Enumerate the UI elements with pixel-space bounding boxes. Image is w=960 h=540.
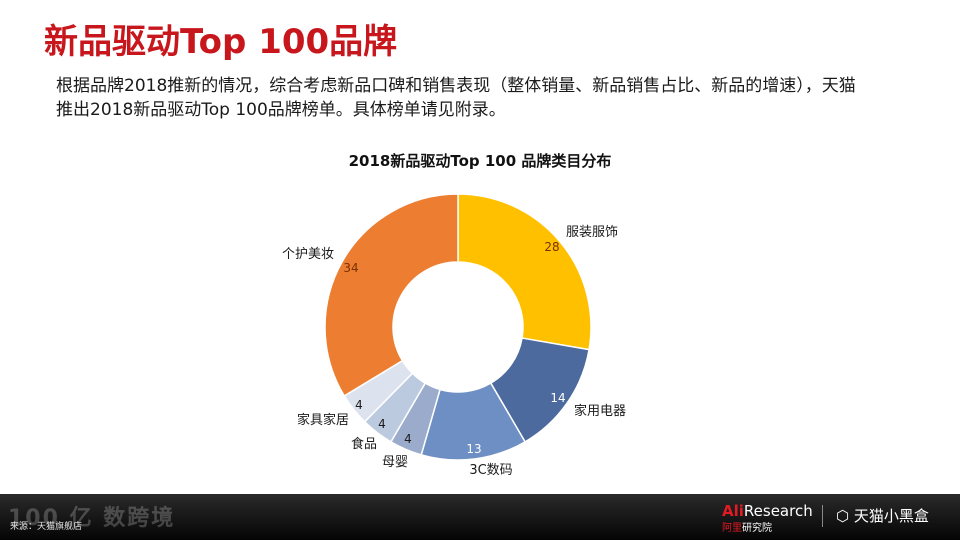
aliresearch-logo-sub: 阿里研究院 [722, 519, 772, 534]
aliresearch-sub-white: 研究院 [742, 523, 772, 534]
slice-category-label: 服装服饰 [566, 225, 618, 240]
aliresearch-logo-prefix: Ali [722, 502, 744, 520]
tmall-logo-text: 天猫小黑盒 [853, 507, 929, 525]
slice-category-label: 母婴 [382, 455, 408, 470]
slice-value-label: 4 [378, 417, 386, 431]
aliresearch-sub-red: 阿里 [722, 523, 742, 534]
logo-divider [822, 505, 823, 527]
slice-value-label: 28 [544, 240, 559, 254]
slice-value-label: 34 [343, 261, 358, 275]
slice-category-label: 个护美妆 [282, 247, 334, 262]
slice-value-label: 14 [550, 391, 565, 405]
chart-title: 2018新品驱动Top 100 品牌类目分布 [348, 152, 612, 170]
watermark: 100 亿 数跨境 [8, 506, 176, 531]
aliresearch-logo-suffix: Research [743, 502, 813, 520]
slice-category-label: 食品 [351, 436, 377, 452]
slice-category-label: 3C数码 [469, 463, 512, 478]
footer-bar [0, 494, 960, 540]
source-note: 来源：天猫旗舰店 [10, 522, 83, 532]
slice-category-label: 家具家居 [297, 412, 349, 428]
aliresearch-logo: AliResearch [722, 502, 813, 520]
page-title: 新品驱动Top 100品牌 [44, 22, 398, 62]
slice-value-label: 13 [466, 442, 481, 456]
intro-paragraph: 根据品牌2018推新的情况，综合考虑新品口碑和销售表现（整体销量、新品销售占比、… [56, 76, 856, 120]
slice-category-label: 家用电器 [574, 403, 626, 419]
slice-value-label: 4 [404, 432, 412, 446]
donut-slice [324, 193, 459, 397]
donut-slice [457, 193, 592, 351]
box-icon: ⬡ [836, 507, 850, 525]
tmall-logo: ⬡ 天猫小黑盒 [836, 505, 929, 526]
slice-value-label: 4 [355, 398, 363, 412]
